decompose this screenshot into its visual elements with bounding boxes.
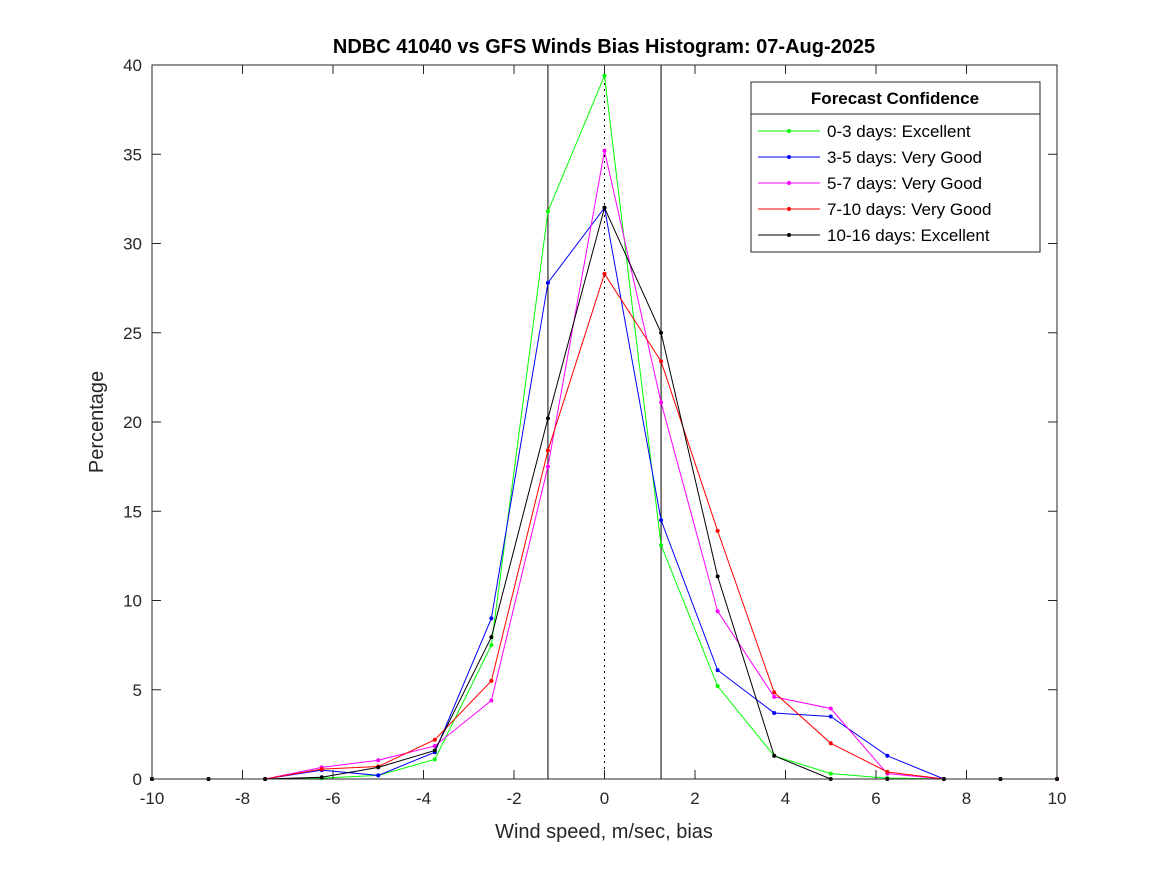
data-point (772, 690, 777, 695)
data-point (659, 518, 664, 523)
y-tick-label: 30 (123, 235, 142, 254)
legend-entry: 5-7 days: Very Good (758, 174, 982, 193)
data-point (659, 359, 664, 364)
data-point (432, 743, 437, 748)
legend-label: 0-3 days: Excellent (827, 122, 971, 141)
data-point (602, 148, 607, 153)
data-point (772, 753, 777, 758)
legend-entry: 3-5 days: Very Good (758, 148, 982, 167)
data-point (659, 400, 664, 405)
y-tick-label: 20 (123, 413, 142, 432)
x-tick-label: -4 (416, 789, 431, 808)
legend-items: 0-3 days: Excellent 3-5 days: Very Good 5-… (758, 122, 991, 245)
x-tick-label: -6 (325, 789, 340, 808)
legend-swatch-marker (787, 155, 791, 159)
data-point (715, 609, 720, 614)
legend-label: 10-16 days: Excellent (827, 226, 990, 245)
data-point (545, 280, 550, 285)
data-point (545, 209, 550, 214)
x-tick-label: 6 (871, 789, 880, 808)
y-tick-label: 5 (133, 681, 142, 700)
x-tick-label: 2 (690, 789, 699, 808)
data-point (828, 706, 833, 711)
x-tick-label: -8 (235, 789, 250, 808)
legend-label: 7-10 days: Very Good (827, 200, 991, 219)
legend-label: 3-5 days: Very Good (827, 148, 982, 167)
data-point (828, 771, 833, 776)
x-tick-label: 10 (1048, 789, 1067, 808)
data-point (545, 464, 550, 469)
data-point (432, 737, 437, 742)
data-point (319, 767, 324, 772)
data-point (659, 543, 664, 548)
data-point (772, 694, 777, 699)
x-axis-ticks: -10 -8 -6 -4 -2 0 2 4 6 8 10 (140, 65, 1067, 808)
legend-label: 5-7 days: Very Good (827, 174, 982, 193)
data-point (885, 753, 890, 758)
legend-swatch-marker (787, 207, 791, 211)
data-point (489, 698, 494, 703)
data-point (489, 678, 494, 683)
data-point (715, 528, 720, 533)
x-tick-label: -2 (506, 789, 521, 808)
y-tick-label: 0 (133, 770, 142, 789)
x-tick-label: -10 (140, 789, 165, 808)
legend-title: Forecast Confidence (811, 89, 979, 108)
data-point (772, 710, 777, 715)
data-point (432, 748, 437, 753)
legend-entry: 10-16 days: Excellent (758, 226, 990, 245)
data-point (885, 769, 890, 774)
data-point (432, 757, 437, 762)
data-point (489, 643, 494, 648)
data-point (376, 773, 381, 778)
y-tick-label: 15 (123, 502, 142, 521)
y-tick-label: 35 (123, 145, 142, 164)
legend: Forecast Confidence 0-3 days: Excellent 3… (750, 81, 1041, 253)
data-point (715, 668, 720, 673)
legend-entry: 7-10 days: Very Good (758, 200, 991, 219)
data-point (376, 765, 381, 770)
x-axis-label: Wind speed, m/sec, bias (495, 821, 713, 843)
x-tick-label: 4 (781, 789, 790, 808)
legend-swatch-marker (787, 129, 791, 133)
data-point (489, 635, 494, 640)
legend-swatch-marker (787, 233, 791, 237)
data-point (715, 574, 720, 579)
reference-lines (547, 65, 662, 779)
legend-entry: 0-3 days: Excellent (758, 122, 971, 141)
y-axis-ticks: 0 5 10 15 20 25 30 35 40 (123, 56, 1057, 789)
data-point (545, 416, 550, 421)
legend-box (750, 81, 1041, 253)
x-tick-label: 8 (962, 789, 971, 808)
x-tick-label: 0 (600, 789, 609, 808)
data-point (319, 775, 324, 780)
legend-swatch-marker (787, 181, 791, 185)
data-point (602, 73, 607, 78)
chart-title: NDBC 41040 vs GFS Winds Bias Histogram: … (333, 36, 875, 58)
y-tick-label: 25 (123, 324, 142, 343)
data-point (545, 448, 550, 453)
data-point (715, 684, 720, 689)
data-point (602, 271, 607, 276)
data-point (659, 330, 664, 335)
data-point (602, 205, 607, 210)
data-point (376, 758, 381, 763)
data-point (828, 741, 833, 746)
y-tick-label: 10 (123, 592, 142, 611)
data-point (489, 616, 494, 621)
y-axis-label: Percentage (86, 371, 108, 473)
data-point (828, 714, 833, 719)
y-tick-label: 40 (123, 56, 142, 75)
